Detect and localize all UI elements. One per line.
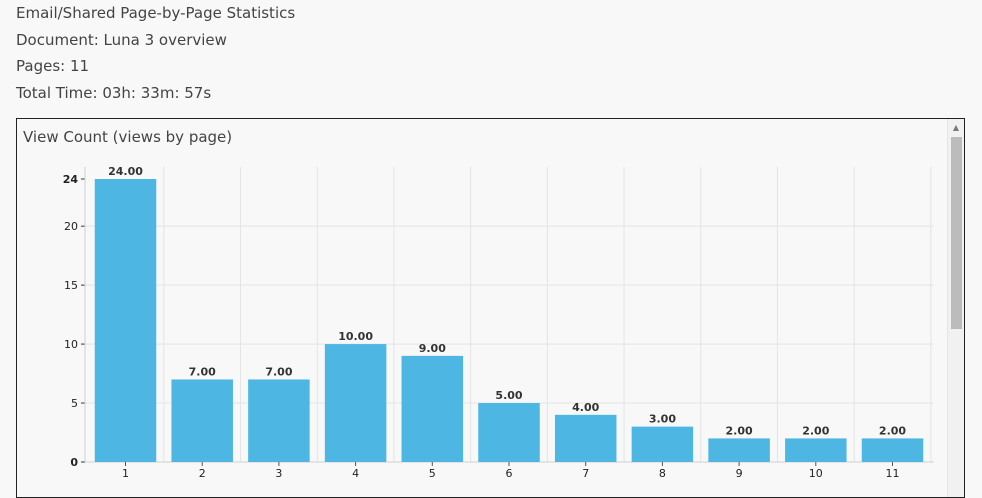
bar-data-label: 3.00 — [649, 413, 676, 426]
x-tick-label: 7 — [582, 467, 589, 480]
page-title: Email/Shared Page-by-Page Statistics — [16, 4, 296, 22]
bar-data-label: 7.00 — [265, 365, 292, 378]
total-time: Total Time: 03h: 33m: 57s — [16, 83, 212, 102]
chart-bars — [94, 179, 924, 462]
scrollbar-thumb[interactable] — [951, 137, 962, 329]
y-tick-label: 15 — [64, 279, 78, 292]
bar — [94, 179, 157, 462]
x-tick-label: 11 — [886, 467, 900, 480]
bar — [631, 426, 694, 462]
x-tick-label: 5 — [429, 467, 436, 480]
view-count-chart: 0 5 10 15 20 24 1 2 3 4 5 6 7 8 9 10 11 24.00 7.00 7.00 10.… — [63, 165, 934, 480]
bar — [401, 355, 464, 462]
bar-data-label: 7.00 — [189, 365, 216, 378]
x-tick-label: 3 — [275, 467, 282, 480]
bar-data-label: 9.00 — [419, 342, 446, 355]
x-tick-label: 8 — [659, 467, 666, 480]
y-tick-label: 0 — [70, 456, 78, 469]
bar — [708, 438, 770, 462]
scroll-up-arrow-icon[interactable]: ▲ — [952, 123, 960, 132]
bar — [324, 344, 387, 462]
y-tick-label: 5 — [71, 397, 78, 410]
bar-data-label: 10.00 — [338, 330, 373, 343]
x-tick-label: 6 — [506, 467, 513, 480]
bar-data-label: 2.00 — [802, 424, 829, 437]
chart-title: View Count (views by page) — [23, 128, 233, 146]
x-tick-label: 4 — [352, 467, 359, 480]
chart-panel: View Count (views by page) 0 5 10 15 20 24 1 2 3… — [16, 118, 965, 498]
bar-data-label: 4.00 — [572, 401, 599, 414]
document-name: Document: Luna 3 overview — [16, 30, 227, 49]
bar — [171, 379, 233, 462]
bar — [248, 379, 310, 462]
page-count: Pages: 11 — [16, 57, 90, 75]
x-tick-label: 2 — [199, 467, 206, 480]
y-tick-label: 24 — [63, 173, 79, 186]
bar-data-label: 24.00 — [108, 165, 143, 178]
chart-data-labels: 24.00 7.00 7.00 10.00 9.00 5.00 4.00 3.00 2.00 2.… — [108, 165, 906, 437]
bar-data-label: 2.00 — [726, 424, 753, 437]
bar-data-label: 5.00 — [495, 389, 522, 402]
bar — [478, 403, 540, 462]
vertical-scrollbar[interactable]: ▲ — [947, 119, 964, 497]
y-tick-label: 20 — [64, 220, 78, 233]
x-tick-label: 10 — [809, 467, 823, 480]
bar — [785, 438, 847, 462]
x-tick-label: 9 — [736, 467, 743, 480]
bar — [554, 414, 617, 462]
x-tick-label: 1 — [122, 467, 129, 480]
bar-data-label: 2.00 — [879, 424, 906, 437]
bar — [861, 438, 924, 462]
y-tick-label: 10 — [64, 338, 78, 351]
page-header: Email/Shared Page-by-Page Statistics Doc… — [16, 0, 976, 106]
